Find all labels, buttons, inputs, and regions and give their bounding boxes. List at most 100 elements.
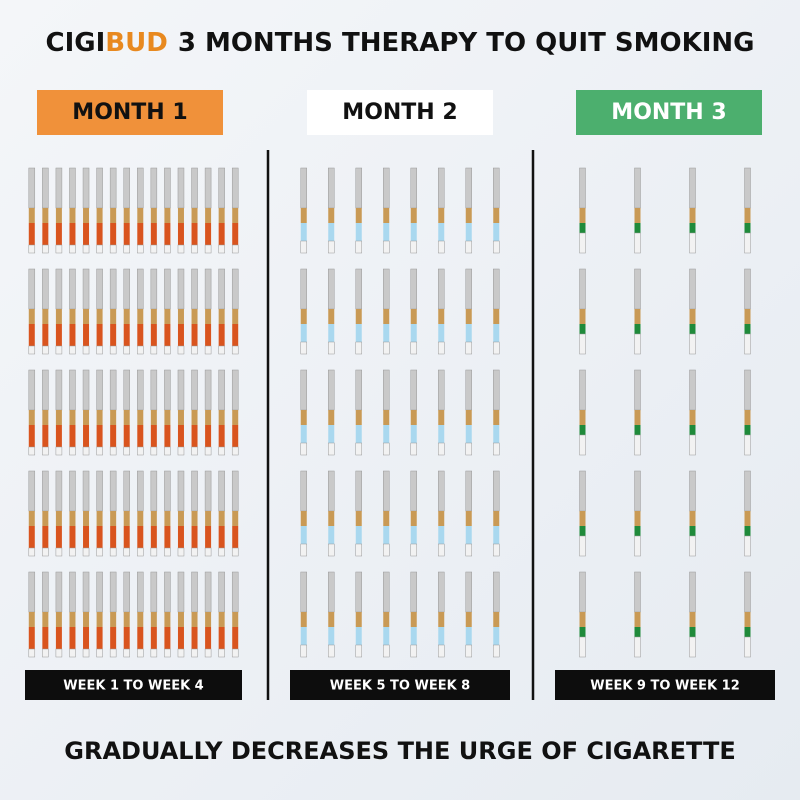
cigarette-band bbox=[205, 425, 212, 447]
cigarette-band bbox=[137, 223, 144, 245]
cigarette-filter bbox=[579, 612, 586, 627]
cigarette-band bbox=[191, 526, 198, 548]
cigarette bbox=[355, 268, 362, 355]
cigarette bbox=[28, 470, 36, 557]
cigarette-filter bbox=[493, 511, 500, 526]
cigarette-filter bbox=[744, 511, 751, 526]
cigarette-body bbox=[28, 167, 36, 209]
cigarette-filter bbox=[438, 612, 445, 627]
cigarette bbox=[383, 369, 390, 456]
month-label-bg bbox=[307, 90, 493, 135]
cigarette-body bbox=[191, 268, 198, 310]
cigarette-filter bbox=[42, 511, 49, 526]
cigarette-body bbox=[137, 167, 144, 209]
cigarette-filter bbox=[96, 511, 103, 526]
cigarette bbox=[164, 369, 171, 456]
cigarette bbox=[231, 369, 239, 456]
cigarette-body bbox=[300, 167, 307, 209]
cigarette-body bbox=[410, 268, 417, 310]
cigarette-band bbox=[579, 627, 586, 637]
cigarette-body bbox=[28, 470, 36, 512]
cigarette-body bbox=[218, 369, 225, 411]
cigarette-filter bbox=[164, 208, 171, 223]
cigarette-tip bbox=[634, 636, 641, 658]
cigarette-filter bbox=[328, 612, 335, 627]
cigarette-body bbox=[579, 470, 586, 512]
cigarette bbox=[82, 167, 90, 254]
cigarette-filter bbox=[410, 410, 417, 425]
cigarette bbox=[177, 470, 185, 557]
cigarette-filter bbox=[438, 511, 445, 526]
cigarette-tip bbox=[438, 442, 445, 456]
cigarette-body bbox=[123, 268, 130, 310]
cigarette-tip bbox=[383, 644, 390, 658]
cigarette bbox=[123, 167, 130, 254]
cigarette-body bbox=[493, 470, 500, 512]
cigarette-body bbox=[355, 167, 362, 209]
cigarette-tip bbox=[634, 333, 641, 355]
cigarette-tip bbox=[164, 446, 171, 456]
cigarette-band bbox=[355, 526, 362, 544]
cigarette-band bbox=[689, 425, 696, 435]
cigarette-tip bbox=[82, 446, 90, 456]
cigarette-filter bbox=[328, 309, 335, 324]
cigarette-band bbox=[150, 324, 157, 346]
cigarette-filter bbox=[28, 410, 35, 425]
cigarette-tip bbox=[137, 547, 144, 557]
cigarette-filter bbox=[137, 208, 144, 223]
cigarette-filter bbox=[205, 208, 212, 223]
cigarette-tip bbox=[150, 244, 158, 254]
cigarette-tip bbox=[231, 345, 239, 355]
cigarette-filter bbox=[634, 208, 641, 223]
cigarette-filter bbox=[150, 410, 157, 425]
cigarette bbox=[579, 268, 586, 355]
cigarette-filter bbox=[218, 208, 225, 223]
cigarette-body bbox=[96, 268, 103, 310]
cigarette-filter bbox=[96, 309, 103, 324]
cigarette-tip bbox=[204, 345, 212, 355]
cigarette-filter bbox=[137, 309, 144, 324]
cigarette-tip bbox=[164, 345, 171, 355]
cigarette-band bbox=[634, 223, 641, 233]
cigarette bbox=[579, 167, 586, 254]
cigarette-band bbox=[96, 425, 103, 447]
cigarette-tip bbox=[42, 345, 49, 355]
cigarette-band bbox=[493, 223, 500, 241]
cigarette-body bbox=[328, 470, 335, 512]
cigarette bbox=[150, 571, 158, 658]
cigarette bbox=[493, 167, 500, 254]
cigarette bbox=[493, 470, 500, 557]
cigarette-band bbox=[634, 425, 641, 435]
cigarette-filter bbox=[218, 309, 225, 324]
cigarette-filter bbox=[744, 410, 751, 425]
cigarette-tip bbox=[123, 244, 130, 254]
cigarette-filter bbox=[177, 511, 184, 526]
cigarette-tip bbox=[28, 648, 36, 658]
cigarette-body bbox=[109, 167, 117, 209]
cigarette-tip bbox=[383, 543, 390, 557]
cigarette-band bbox=[300, 627, 307, 645]
cigarette-filter bbox=[110, 612, 117, 627]
cigarette-band bbox=[232, 425, 239, 447]
cigarette-filter bbox=[83, 410, 90, 425]
cigarette bbox=[438, 268, 445, 355]
cigarette-body bbox=[744, 470, 751, 512]
cigarette bbox=[191, 470, 198, 557]
cigarette bbox=[493, 571, 500, 658]
cigarette bbox=[355, 369, 362, 456]
cigarette bbox=[69, 167, 76, 254]
cigarette-band bbox=[28, 425, 35, 447]
cigarette-body bbox=[204, 571, 212, 613]
cigarette-tip bbox=[744, 333, 751, 355]
cigarette bbox=[438, 369, 445, 456]
cigarette-band bbox=[218, 425, 225, 447]
cigarette-band bbox=[150, 526, 157, 548]
cigarette-band bbox=[42, 526, 49, 548]
cigarette bbox=[493, 268, 500, 355]
cigarette bbox=[744, 167, 751, 254]
cigarette-body bbox=[579, 167, 586, 209]
cigarette-tip bbox=[42, 547, 49, 557]
cigarette-band bbox=[218, 526, 225, 548]
cigarette-filter bbox=[164, 612, 171, 627]
